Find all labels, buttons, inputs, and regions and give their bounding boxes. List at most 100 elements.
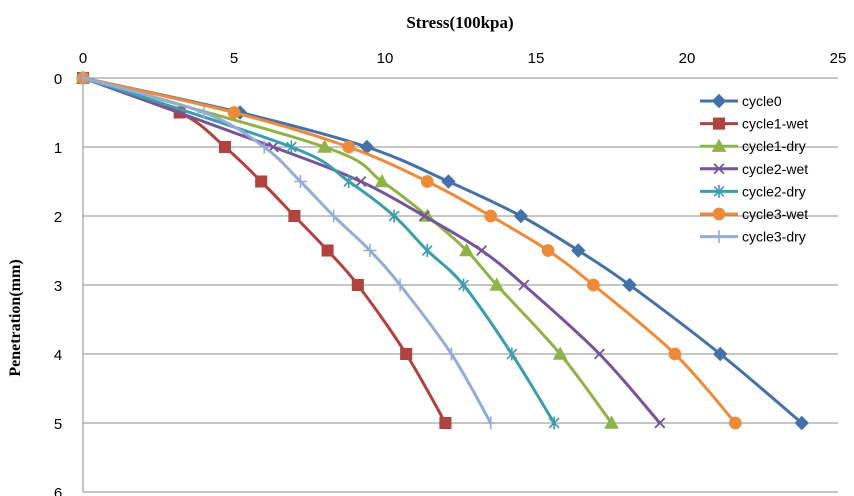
x-tick-label: 25 (830, 50, 847, 67)
data-point (351, 278, 364, 292)
data-point (484, 209, 498, 223)
series-cycle3-wet (76, 71, 742, 430)
series-cycle3-dry (76, 71, 498, 430)
data-point (518, 279, 530, 291)
data-point (400, 347, 413, 361)
data-point (421, 244, 433, 257)
data-point (255, 175, 268, 188)
data-point (227, 106, 241, 119)
data-point (444, 347, 458, 361)
legend-marker (713, 163, 725, 175)
y-tick-label: 1 (54, 140, 62, 157)
legend-label: cycle0 (742, 93, 782, 109)
data-point (571, 243, 586, 258)
legend-item: cycle2-dry (700, 183, 806, 199)
data-point (393, 278, 407, 292)
data-point (654, 417, 666, 429)
legend-marker (713, 184, 725, 198)
data-point (604, 415, 619, 429)
legend-label: cycle3-dry (742, 229, 806, 245)
data-point (288, 209, 301, 223)
data-point (363, 244, 377, 257)
series-cycle1-wet (76, 71, 452, 430)
series-line (82, 76, 737, 424)
legend-label: cycle3-wet (742, 206, 808, 222)
data-point (513, 208, 529, 224)
data-point (587, 278, 600, 292)
y-tick-label: 4 (54, 347, 62, 364)
data-point (342, 140, 356, 154)
data-point (484, 416, 498, 430)
x-tick-label: 5 (230, 50, 238, 67)
legend-item: cycle0 (700, 93, 782, 109)
data-point (343, 175, 355, 188)
data-point (506, 347, 518, 361)
series-cycle0 (75, 70, 809, 431)
series-cycle1-dry (75, 70, 619, 429)
y-tick-label: 2 (54, 209, 62, 226)
series-line (82, 76, 556, 424)
data-point (728, 416, 742, 430)
data-point (197, 106, 211, 119)
data-point (327, 209, 341, 223)
data-point (76, 71, 90, 85)
legend-item: cycle1-wet (700, 116, 808, 132)
y-tick-label: 5 (54, 416, 62, 433)
data-point (794, 415, 809, 431)
legend-marker (712, 207, 726, 221)
data-point (593, 348, 605, 360)
y-axis-title: Penetration(mm) (7, 259, 24, 376)
x-tick-label: 10 (377, 50, 394, 67)
data-point (374, 173, 390, 188)
data-point (552, 346, 568, 360)
x-tick-label: 20 (679, 50, 696, 67)
data-point (317, 139, 332, 153)
legend-item: cycle1-dry (700, 138, 806, 154)
chart-title: Stress(100kpa) (406, 13, 513, 32)
x-tick-label: 15 (528, 50, 545, 67)
legend-item: cycle3-wet (700, 206, 808, 222)
y-tick-label: 0 (54, 71, 62, 88)
legend-item: cycle2-wet (700, 161, 808, 177)
data-point (439, 416, 452, 430)
data-point (459, 242, 474, 257)
series-cycle2-dry (77, 71, 560, 430)
legend: cycle0 cycle1-wet cycle1-dry cycle2-wet cycl… (700, 93, 808, 245)
legend-label: cycle2-dry (742, 183, 806, 199)
data-point (548, 416, 560, 430)
x-tick-label: 0 (79, 50, 87, 67)
data-point (476, 244, 488, 257)
data-point (420, 175, 434, 188)
data-point (355, 175, 367, 188)
data-point (218, 140, 231, 154)
data-point (293, 175, 307, 188)
legend-item: cycle3-dry (700, 229, 806, 245)
series-line (82, 76, 803, 425)
data-point (418, 210, 430, 222)
legend-marker (711, 138, 727, 152)
data-point (713, 346, 728, 362)
data-point (285, 140, 297, 154)
data-point (622, 277, 637, 293)
data-point (321, 244, 334, 257)
legend-marker (712, 230, 726, 244)
series-group (75, 70, 809, 431)
legend-label: cycle1-wet (742, 116, 808, 132)
x-tick-labels: 0 5 10 15 20 25 (79, 50, 847, 67)
legend-label: cycle2-wet (742, 161, 808, 177)
data-point (458, 278, 469, 292)
legend-label: cycle1-dry (742, 138, 806, 154)
data-point (257, 140, 271, 154)
data-point (489, 277, 505, 291)
data-point (388, 209, 400, 223)
y-tick-labels: 0 1 2 3 4 5 6 (54, 71, 62, 496)
y-tick-label: 3 (54, 278, 62, 295)
y-tick-label: 6 (54, 485, 62, 496)
data-point (541, 244, 555, 257)
legend-marker (712, 117, 726, 130)
data-point (441, 174, 456, 189)
legend-marker (711, 93, 727, 109)
data-point (668, 347, 682, 361)
series-line (82, 76, 493, 424)
